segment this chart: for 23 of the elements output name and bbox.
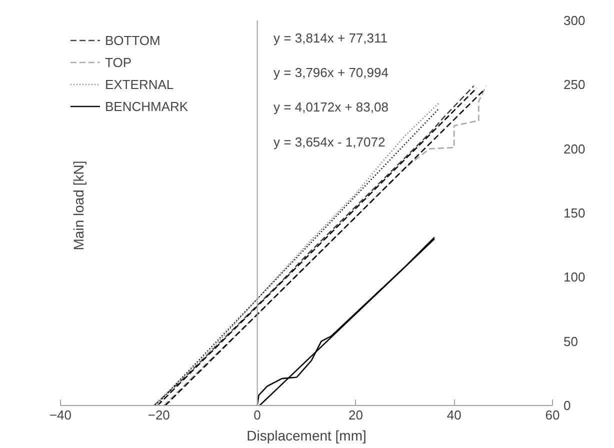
- annotation: y = 3,796x + 70,994: [274, 64, 388, 80]
- y-tick-label: 250: [564, 77, 586, 92]
- x-tick-label: −40: [49, 408, 72, 422]
- annotation: y = 4,0172x + 83,08: [274, 100, 388, 115]
- y-tick-label: 150: [564, 206, 586, 220]
- x-tick-label: 20: [348, 408, 363, 422]
- annotation: y = 3,814x + 77,311: [274, 30, 388, 46]
- y-tick-label: 300: [564, 13, 586, 28]
- annotation: y = 3,654x - 1,7072: [274, 134, 386, 150]
- x-tick-label: 0: [254, 408, 261, 422]
- legend-label: BENCHMARK: [105, 98, 188, 114]
- y-tick-label: 0: [564, 398, 571, 413]
- legend-label: TOP: [105, 54, 132, 70]
- y-tick-label: 50: [564, 334, 578, 349]
- y-axis-title: Main load [kN]: [70, 160, 86, 250]
- y-tick-label: 200: [564, 141, 586, 156]
- x-tick-label: 60: [545, 408, 560, 422]
- x-tick-label: −20: [148, 408, 170, 422]
- legend-label: EXTERNAL: [105, 76, 174, 92]
- legend-label: BOTTOM: [105, 32, 160, 48]
- y-tick-label: 100: [564, 270, 586, 285]
- x-tick-label: 40: [446, 408, 462, 422]
- x-axis-title: Displacement [mm]: [246, 428, 366, 444]
